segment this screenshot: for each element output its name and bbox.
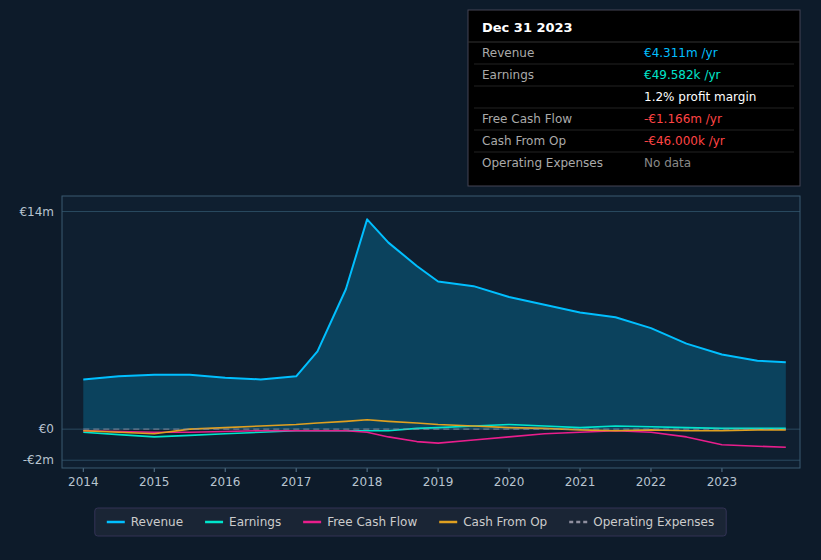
- x-tick-label: 2019: [423, 475, 454, 489]
- info-row-value: -€1.166m /yr: [644, 112, 722, 126]
- x-tick: [438, 468, 439, 472]
- x-tick: [296, 468, 297, 472]
- legend-frame: [95, 508, 726, 536]
- legend-swatch: [205, 521, 223, 524]
- plot-area: [62, 196, 800, 468]
- x-tick: [721, 468, 722, 472]
- legend-swatch: [439, 521, 457, 524]
- series-group: [83, 219, 786, 447]
- plot-frame: [62, 196, 800, 468]
- area: [83, 219, 786, 429]
- x-tick-label: 2023: [707, 475, 738, 489]
- info-box-frame: [468, 10, 800, 186]
- legend: Revenue Earnings Free Cash Flow Cash From O…: [95, 508, 726, 536]
- legend-item: Free Cash Flow: [303, 515, 417, 529]
- info-row-separator: [474, 108, 794, 109]
- x-tick-label: 2018: [352, 475, 383, 489]
- info-row-value: €49.582k /yr: [644, 68, 721, 82]
- legend-item: Cash From Op: [439, 515, 547, 529]
- y-tick-label: €0: [39, 422, 54, 436]
- info-box: Dec 31 2023 Revenue €4.311m /yr Earnings €49…: [468, 10, 800, 186]
- x-tick-label: 2017: [281, 475, 312, 489]
- info-row-label: Operating Expenses: [482, 156, 603, 170]
- x-tick-label: 2014: [68, 475, 99, 489]
- grid-line: [62, 211, 800, 212]
- x-tick: [580, 468, 581, 472]
- axes: €14m €0 -€2m 2014 2015 2016 2017 2018 2019 2020 20…: [19, 196, 800, 489]
- x-tick-label: 2020: [494, 475, 525, 489]
- x-tick: [367, 468, 368, 472]
- info-row-value: -€46.000k /yr: [644, 134, 725, 148]
- x-tick-label: 2016: [210, 475, 241, 489]
- legend-label: Earnings: [229, 515, 281, 529]
- legend-swatch: [107, 521, 125, 524]
- legend-item: Operating Expenses: [569, 515, 714, 529]
- x-tick: [509, 468, 510, 472]
- line: [83, 431, 786, 448]
- info-row-label: Cash From Op: [482, 134, 566, 148]
- line: [83, 219, 786, 379]
- legend-label: Revenue: [131, 515, 183, 529]
- info-row-separator: [474, 152, 794, 153]
- x-tick: [225, 468, 226, 472]
- legend-swatch: [303, 521, 321, 524]
- x-tick: [83, 468, 84, 472]
- info-row-separator: [474, 86, 794, 87]
- info-row-separator: [474, 130, 794, 131]
- legend-label: Free Cash Flow: [327, 515, 417, 529]
- background: [0, 0, 821, 560]
- info-row-value: No data: [644, 156, 691, 170]
- x-tick-label: 2021: [565, 475, 596, 489]
- x-tick: [650, 468, 651, 472]
- info-row-value: €4.311m /yr: [644, 46, 718, 60]
- grid: [62, 212, 800, 461]
- x-tick-label: 2022: [636, 475, 667, 489]
- legend-swatch: [569, 521, 587, 524]
- y-tick-label: -€2m: [23, 453, 54, 467]
- legend-item: Earnings: [205, 515, 281, 529]
- info-row-label: Free Cash Flow: [482, 112, 572, 126]
- info-row-label: Revenue: [482, 46, 534, 60]
- info-row-separator: [474, 64, 794, 65]
- legend-label: Cash From Op: [463, 515, 547, 529]
- x-tick-label: 2015: [139, 475, 170, 489]
- chart-root: €14m €0 -€2m 2014 2015 2016 2017 2018 2019 2020 20…: [0, 0, 821, 560]
- grid-line: [62, 460, 800, 461]
- y-tick-label: €14m: [19, 205, 54, 219]
- legend-item: Revenue: [107, 515, 183, 529]
- info-box-separator: [468, 42, 800, 43]
- x-tick: [154, 468, 155, 472]
- line: [83, 420, 786, 434]
- legend-label: Operating Expenses: [593, 515, 714, 529]
- info-row-value: 1.2% profit margin: [644, 90, 756, 104]
- line: [83, 429, 786, 430]
- info-box-title: Dec 31 2023: [482, 20, 573, 35]
- info-row-label: Earnings: [482, 68, 534, 82]
- legend-items: Revenue Earnings Free Cash Flow Cash From O…: [107, 515, 714, 529]
